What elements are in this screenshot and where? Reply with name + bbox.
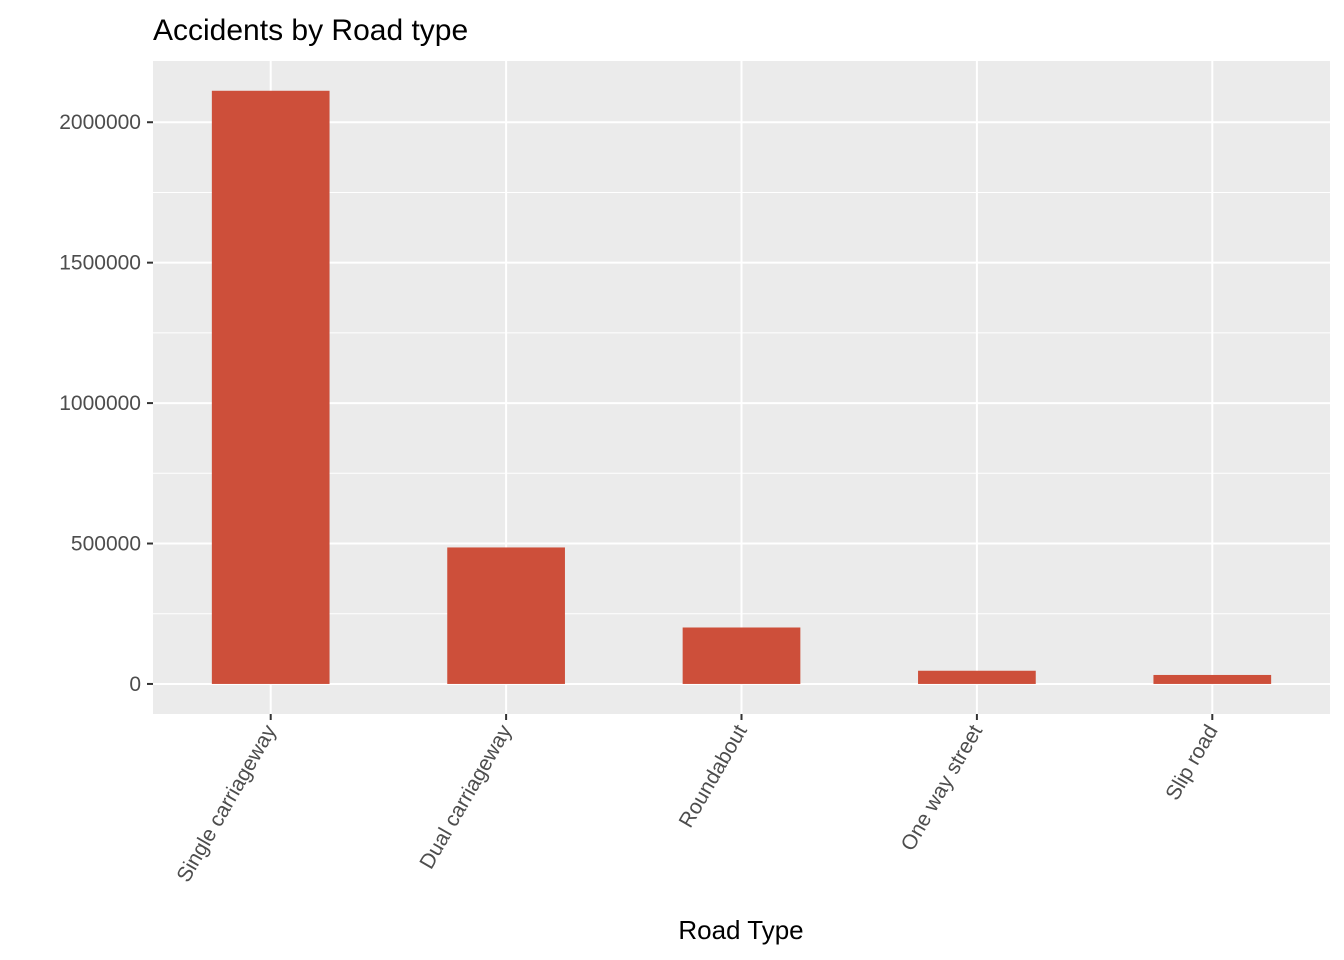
y-tick-label: 500000 [71,533,141,556]
x-axis: Single carriageway Dual carriageway Rounda… [172,714,1223,887]
bars [211,90,1272,684]
x-axis-title: Road Type [678,915,803,945]
y-tick-label: 1000000 [59,392,141,415]
y-tick-label: 1500000 [59,252,141,275]
bar-slip-road [1153,674,1272,684]
bar-single-carriageway [211,90,330,684]
bar-roundabout [682,627,801,684]
y-tick-label: 2000000 [59,111,141,134]
x-tick-label: Dual carriageway [415,721,516,873]
x-tick-label: Slip road [1161,721,1222,804]
x-tick-label: Single carriageway [172,721,281,887]
bar-one-way-street [918,670,1036,684]
y-tick-label: 0 [129,673,141,696]
chart-title: Accidents by Road type [153,14,468,47]
x-tick-label: Roundabout [675,721,752,832]
x-tick-label: One way street [897,721,988,855]
y-axis: 0 500000 1000000 1500000 2000000 [59,111,153,696]
bar-dual-carriageway [447,547,565,684]
